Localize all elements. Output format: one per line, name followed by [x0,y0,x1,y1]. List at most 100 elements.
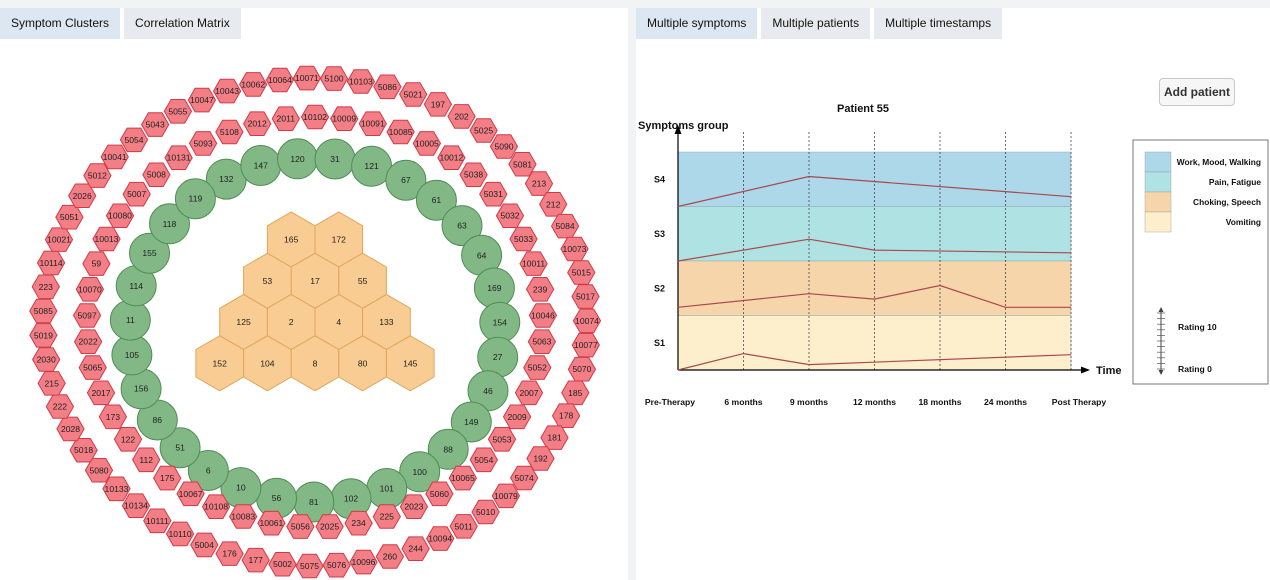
cluster-cell-red[interactable]: 10085 [386,119,415,145]
cluster-shape[interactable] [375,544,405,569]
cluster-shape[interactable] [229,504,258,529]
cluster-shape[interactable] [527,329,557,354]
cluster-shape[interactable] [119,127,149,153]
cluster-shape[interactable] [567,356,597,382]
cluster-shape[interactable] [525,277,555,302]
cluster-cell-red[interactable]: 10111 [143,508,172,534]
cluster-shape[interactable] [215,119,244,145]
cluster-shape[interactable] [292,65,322,91]
cluster-shape[interactable] [83,163,112,188]
cluster-cell-red[interactable]: 2025 [315,514,344,539]
cluster-shape[interactable] [469,118,498,143]
cluster-cell-red[interactable]: 10071 [292,65,322,91]
cluster-cell-red[interactable]: 10013 [92,226,121,252]
cluster-cell-red[interactable]: 5076 [322,552,351,578]
cluster-cell-green[interactable]: 120 [277,138,318,180]
cluster-shape[interactable] [190,532,219,558]
cluster-shape[interactable] [32,347,61,372]
cluster-shape[interactable] [129,232,170,274]
cluster-cell-green[interactable]: 64 [461,234,503,276]
cluster-shape[interactable] [37,371,66,396]
cluster-shape[interactable] [385,335,435,392]
cluster-shape[interactable] [72,303,102,328]
cluster-shape[interactable] [514,380,544,406]
cluster-shape[interactable] [373,74,402,100]
cluster-cell-red[interactable]: 175 [153,465,182,491]
cluster-shape[interactable] [399,494,429,519]
cluster-shape[interactable] [143,508,172,534]
cluster-shape[interactable] [265,67,295,93]
cluster-cell-red[interactable]: 5032 [495,203,525,228]
cluster-cell-red[interactable]: 10005 [412,131,442,156]
cluster-shape[interactable] [300,104,330,130]
cluster-shape[interactable] [56,416,85,442]
cluster-cell-red[interactable]: 5017 [571,284,600,309]
cluster-cell-red[interactable]: 192 [526,446,555,471]
cluster-shape[interactable] [528,303,558,328]
cluster-cell-green[interactable]: 101 [366,468,408,509]
cluster-cell-red[interactable]: 5011 [449,514,478,539]
cluster-cell-red[interactable]: 5025 [469,118,498,143]
cluster-cell-red[interactable]: 10074 [572,308,602,334]
cluster-shape[interactable] [423,92,453,117]
cluster-cell-red[interactable]: 5007 [122,181,151,207]
cluster-shape[interactable] [165,521,195,547]
cluster-shape[interactable] [102,476,131,502]
tab-symptom-clusters[interactable]: Symptom Clusters [0,8,121,39]
cluster-cell-red[interactable]: 222 [45,394,75,419]
cluster-cell-red[interactable]: 178 [551,403,581,428]
cluster-shape[interactable] [268,552,297,577]
cluster-shape[interactable] [82,251,111,276]
cluster-cell-red[interactable]: 10012 [437,145,466,170]
cluster-cell-red[interactable]: 2007 [514,380,544,406]
cluster-cell-red[interactable]: 10133 [102,476,131,502]
cluster-cell-red[interactable]: 10080 [105,203,135,228]
cluster-shape[interactable] [100,144,129,170]
cluster-cell-red[interactable]: 244 [401,536,430,561]
cluster-cell-red[interactable]: 176 [215,541,244,566]
cluster-shape[interactable] [448,465,477,491]
cluster-cell-orange[interactable]: 145 [385,335,435,392]
cluster-shape[interactable] [84,458,114,483]
cluster-shape[interactable] [426,526,455,551]
cluster-cell-red[interactable]: 173 [98,404,128,430]
cluster-shape[interactable] [441,205,483,247]
cluster-shape[interactable] [78,355,107,380]
cluster-shape[interactable] [98,404,128,430]
cluster-shape[interactable] [141,112,170,137]
cluster-cell-red[interactable]: 10091 [358,111,387,136]
cluster-shape[interactable] [29,323,58,348]
cluster-shape[interactable] [201,494,231,519]
cluster-cell-red[interactable]: 5063 [527,329,557,354]
cluster-cell-red[interactable]: 177 [241,547,270,573]
cluster-shape[interactable] [447,104,476,129]
cluster-shape[interactable] [372,504,401,529]
cluster-cell-red[interactable]: 10009 [330,106,359,131]
cluster-shape[interactable] [163,99,193,124]
cluster-shape[interactable] [437,145,466,170]
cluster-shape[interactable] [509,226,538,252]
cluster-shape[interactable] [188,131,218,156]
cluster-cell-green[interactable]: 169 [473,267,515,309]
cluster-cell-red[interactable]: 223 [31,274,60,300]
cluster-cell-red[interactable]: 10062 [239,72,268,97]
cluster-cell-green[interactable]: 11 [109,299,151,341]
cluster-cell-red[interactable]: 10103 [346,69,376,94]
cluster-shape[interactable] [449,514,478,539]
cluster-shape[interactable] [519,251,548,276]
cluster-cell-red[interactable]: 10047 [187,87,217,113]
cluster-cell-red[interactable]: 10046 [528,303,558,328]
cluster-cell-red[interactable]: 5010 [471,499,500,525]
cluster-shape[interactable] [149,203,190,245]
cluster-cell-red[interactable]: 5004 [190,532,219,558]
cluster-cell-red[interactable]: 5097 [72,303,102,328]
cluster-shape[interactable] [385,159,427,201]
cluster-shape[interactable] [415,179,457,221]
cluster-shape[interactable] [346,69,376,94]
cluster-cell-red[interactable]: 10061 [257,510,286,536]
cluster-shape[interactable] [45,394,75,419]
cluster-cell-red[interactable]: 260 [375,544,405,569]
cluster-cell-red[interactable]: 5002 [268,552,297,577]
cluster-shape[interactable] [510,465,539,491]
cluster-cell-red[interactable]: 10096 [349,549,378,575]
